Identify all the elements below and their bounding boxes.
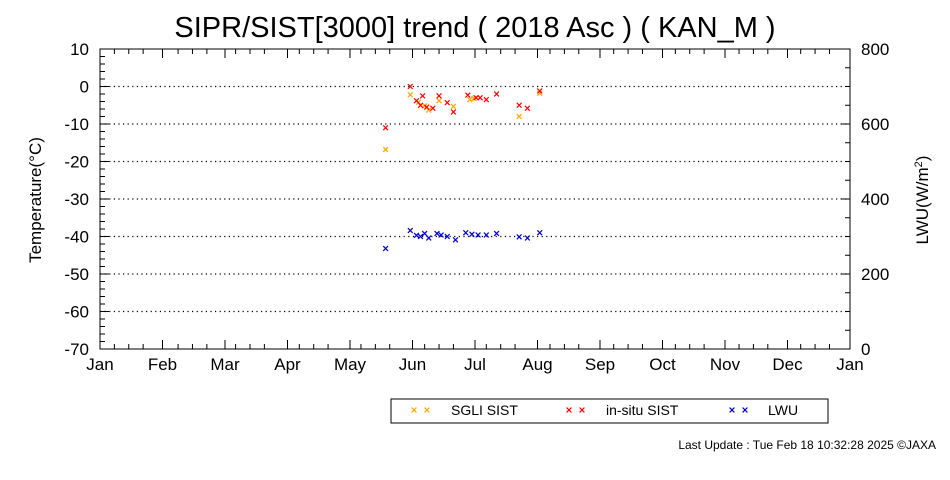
in-situ-sist-point [419, 93, 426, 99]
legend-marker-sgli-sist [411, 407, 417, 413]
y2-axis-label-end: ) [913, 156, 932, 162]
axes [99, 48, 851, 350]
x-tick-label: Dec [772, 355, 803, 374]
in-situ-sist-point [536, 88, 543, 94]
in-situ-sist-point [413, 97, 420, 104]
legend-box [390, 398, 829, 424]
in-situ-sist-point [450, 109, 457, 115]
in-situ-sist-point [382, 124, 389, 131]
legend-label-lwu: LWU [768, 402, 798, 418]
y2-tick-label: 0 [861, 340, 870, 359]
y-tick-label: -70 [64, 340, 89, 359]
x-tick-label: Oct [649, 355, 676, 374]
lwu-point [417, 233, 424, 240]
y-tick-label: 0 [80, 78, 89, 97]
data-points [382, 83, 543, 252]
sgli-sist-point [450, 103, 457, 110]
lwu-point [524, 235, 531, 241]
y2-axis-label: LWU(W/m2) [913, 156, 932, 245]
sgli-sist-point [407, 91, 414, 98]
lwu-point [444, 233, 451, 240]
in-situ-sist-point [524, 105, 531, 112]
sgli-sist-point [425, 107, 432, 113]
lwu-point [425, 235, 432, 241]
lwu-point [407, 227, 414, 234]
y2-tick-label: 400 [861, 190, 889, 209]
lwu-point [475, 232, 481, 238]
lwu-point [382, 245, 389, 252]
lwu-point [413, 232, 420, 239]
lwu-point [434, 230, 440, 237]
sgli-sist-point [382, 146, 389, 153]
in-situ-sist-point [477, 94, 483, 101]
lwu-point [469, 231, 475, 238]
legend-marker-in-situ-sist [579, 407, 585, 413]
x-tick-label: Jul [464, 355, 486, 374]
lwu-point [483, 232, 490, 238]
y2-tick-label: 800 [861, 40, 889, 59]
y2-axis-label-main: LWU(W/m [913, 167, 932, 244]
in-situ-sist-point [464, 92, 471, 98]
in-situ-sist-point [444, 99, 451, 106]
y2-tick-label: 600 [861, 115, 889, 134]
y-tick-label: -60 [64, 303, 89, 322]
in-situ-sist-point [436, 93, 442, 99]
in-situ-sist-point [417, 102, 424, 109]
lwu-point [438, 232, 444, 238]
sgli-sist-point [536, 90, 543, 97]
legend: SGLI SIST in-situ SIST LWU [390, 398, 829, 424]
in-situ-sist-point [430, 105, 436, 112]
legend-marker-lwu [729, 407, 735, 413]
in-situ-sist-point [423, 104, 430, 110]
x-tick-label: Mar [210, 355, 240, 374]
x-tick-label: Feb [148, 355, 177, 374]
chart-title: SIPR/SIST[3000] trend ( 2018 Asc ) ( KAN… [174, 12, 775, 44]
ticks: 100-10-20-30-40-50-60-708006004002000Jan… [64, 40, 889, 374]
legend-label-in-situ-sist: in-situ SIST [606, 402, 679, 418]
in-situ-sist-point [407, 83, 414, 90]
y-tick-label: -40 [64, 228, 89, 247]
y-tick-label: -50 [64, 265, 89, 284]
y-tick-label: 10 [70, 40, 89, 59]
legend-marker-sgli-sist [424, 407, 430, 413]
in-situ-sist-point [493, 91, 500, 97]
in-situ-sist-point [516, 102, 523, 109]
grid-lines [100, 85, 850, 313]
lwu-point [493, 230, 500, 237]
lwu-point [452, 237, 459, 243]
lwu-point [462, 229, 469, 236]
x-tick-label: Jan [836, 355, 863, 374]
y-tick-label: -30 [64, 190, 89, 209]
y-axis-label: Temperature(°C) [26, 137, 45, 263]
x-tick-label: Nov [710, 355, 741, 374]
y-tick-label: -10 [64, 115, 89, 134]
lwu-point [516, 234, 523, 240]
legend-marker-lwu [742, 407, 748, 413]
plot-frame [99, 48, 851, 350]
x-tick-label: May [334, 355, 367, 374]
x-tick-label: Apr [274, 355, 301, 374]
x-tick-label: Jun [399, 355, 426, 374]
legend-marker-in-situ-sist [566, 407, 572, 413]
lwu-point [421, 230, 428, 237]
y2-axis-label-sup: 2 [913, 161, 925, 167]
sgli-sist-point [436, 97, 442, 104]
x-tick-label: Jan [86, 355, 113, 374]
sgli-sist-point [467, 96, 473, 103]
sgli-sist-point [516, 113, 523, 120]
y2-tick-label: 200 [861, 265, 889, 284]
lwu-point [536, 229, 543, 236]
in-situ-sist-point [473, 94, 479, 101]
x-tick-label: Aug [522, 355, 552, 374]
y-tick-label: -20 [64, 153, 89, 172]
legend-label-sgli-sist: SGLI SIST [451, 402, 518, 418]
last-update-footer: Last Update : Tue Feb 18 10:32:28 2025 ©… [678, 438, 936, 452]
in-situ-sist-point [483, 96, 490, 103]
x-tick-label: Sep [585, 355, 615, 374]
